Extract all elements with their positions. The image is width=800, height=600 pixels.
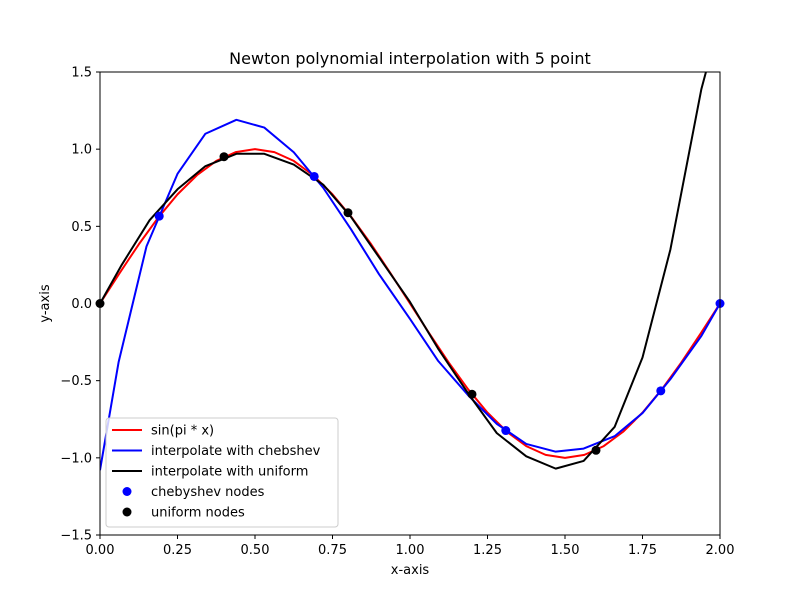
legend-swatch-chebyshev-nodes [122, 487, 132, 496]
x-tick-label: 1.50 [551, 543, 580, 558]
y-tick-label: −1.5 [60, 529, 92, 544]
series-lines [100, 72, 720, 471]
marker-uniform-nodes [343, 208, 353, 218]
y-tick-label: 0.0 [71, 297, 92, 312]
y-tick-label: 0.5 [71, 220, 92, 235]
x-tick-label: 1.25 [473, 543, 502, 558]
marker-chebyshev-nodes [656, 386, 666, 396]
x-tick-label: 0.25 [163, 543, 192, 558]
marker-chebyshev-nodes [501, 426, 511, 436]
legend-box [105, 417, 339, 528]
marker-uniform-nodes [591, 445, 601, 455]
y-tick-label: −1.0 [60, 451, 92, 466]
y-axis-ticks: −1.5 −1.0 −0.5 0.0 0.5 1.0 1.5 [60, 66, 100, 544]
legend-label: interpolate with chebshev [151, 444, 321, 459]
x-axis-label: x-axis [391, 563, 430, 578]
y-tick-label: 1.0 [71, 143, 92, 158]
legend-label: interpolate with uniform [151, 465, 308, 480]
y-tick-label: 1.5 [71, 66, 92, 81]
marker-chebyshev-nodes [154, 211, 164, 221]
x-tick-label: 0.50 [241, 543, 270, 558]
x-tick-label: 0.00 [86, 543, 115, 558]
x-tick-label: 1.00 [396, 543, 425, 558]
marker-uniform-nodes [467, 389, 477, 399]
x-tick-label: 1.75 [628, 543, 657, 558]
y-axis-label: y-axis [38, 284, 53, 322]
y-tick-label: −0.5 [60, 374, 92, 389]
marker-uniform-nodes [219, 152, 229, 162]
marker-chebyshev-nodes [309, 171, 319, 181]
chart-title: Newton polynomial interpolation with 5 p… [229, 49, 591, 68]
series-line-interpolate-with-uniform [100, 72, 707, 470]
legend-swatch-uniform-nodes [122, 507, 132, 517]
series-line-interpolate-with-chebshev [100, 118, 720, 471]
legend: sin(pi * x) interpolate with chebshev inte… [105, 417, 339, 528]
legend-label: chebyshev nodes [151, 485, 265, 500]
x-tick-label: 0.75 [318, 543, 347, 558]
legend-label: uniform nodes [151, 506, 245, 521]
x-axis-ticks: 0.00 0.25 0.50 0.75 1.00 1.25 1.50 1.75 2.00 [86, 535, 735, 558]
x-tick-label: 2.00 [706, 543, 735, 558]
legend-label: sin(pi * x) [151, 424, 214, 439]
